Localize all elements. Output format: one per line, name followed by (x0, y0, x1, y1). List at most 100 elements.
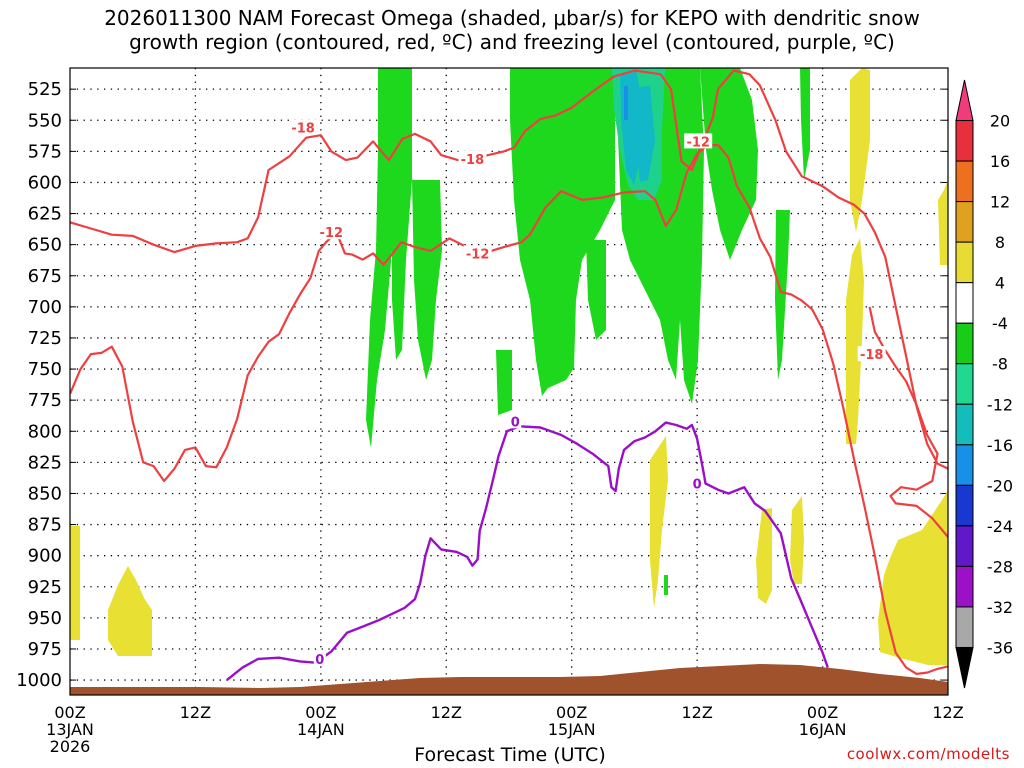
green-cell (510, 68, 615, 396)
y-tick-label: 750 (28, 359, 62, 380)
colorbar-label: -24 (987, 517, 1013, 536)
colorbar: 20 16 12 8 4 -4 -8 -12 -16 -20 -24 -28 -32 -36 (955, 79, 1013, 689)
y-tick-label: 1000 (16, 670, 62, 691)
x-tick-label: 2026 (50, 737, 91, 756)
green-cell (392, 68, 412, 360)
y-tick-label: 650 (28, 235, 62, 256)
omega-shading (70, 68, 948, 695)
x-tick-label: 13JAN (46, 720, 94, 739)
colorbar-swatch (955, 120, 974, 162)
contour-label-background (289, 119, 318, 135)
contour-label-background (313, 650, 326, 666)
chart-title-line1: 2026011300 NAM Forecast Omega (shaded, μ… (104, 6, 920, 30)
omega-green-region (366, 68, 810, 595)
freezing-level-contour-line (226, 421, 829, 682)
yellow-cell (756, 508, 772, 604)
contour-label: 0 (693, 478, 702, 493)
contour-label-background (684, 133, 713, 149)
y-tick-label: 625 (28, 204, 62, 225)
dendritic-contour-line (868, 306, 948, 538)
y-tick-label: 875 (28, 515, 62, 536)
colorbar-label: 20 (990, 112, 1010, 131)
contour-label-background (691, 475, 704, 491)
colorbar-label: 8 (995, 233, 1005, 252)
colorbar-swatch (955, 201, 974, 243)
green-cell (775, 210, 790, 380)
colorbar-label: -4 (992, 314, 1008, 333)
x-tick-label: 00Z (305, 703, 336, 722)
omega-yellow-region (70, 68, 948, 665)
colorbar-swatch (955, 322, 974, 365)
y-tick-label: 900 (28, 546, 62, 567)
yellow-cell (650, 436, 668, 608)
yellow-cell (938, 180, 948, 265)
colorbar-swatch (955, 241, 974, 284)
colorbar-swatch (955, 646, 974, 689)
x-tick-label: 00Z (556, 703, 587, 722)
colorbar-label: 16 (990, 152, 1010, 171)
colorbar-label: -20 (987, 476, 1013, 495)
y-tick-label: 825 (28, 452, 62, 473)
x-tick-label: 00Z (807, 703, 838, 722)
green-cell (800, 68, 810, 180)
colorbar-label: 4 (995, 274, 1005, 293)
contour-label: -12 (466, 247, 490, 262)
y-tick-label: 550 (28, 110, 62, 131)
y-tick-label: 800 (28, 421, 62, 442)
green-cell (366, 68, 392, 448)
colorbar-label: 12 (990, 193, 1010, 212)
y-tick-label: 975 (28, 639, 62, 660)
colorbar-label: -8 (992, 355, 1008, 374)
colorbar-swatch (955, 403, 974, 446)
yellow-cell (850, 68, 870, 232)
dendritic-contour-line (70, 69, 948, 470)
x-tick-label: 12Z (431, 703, 462, 722)
x-tick-label: 12Z (932, 703, 963, 722)
yellow-cell (790, 496, 804, 584)
y-tick-label: 950 (28, 608, 62, 629)
green-cell (664, 575, 668, 595)
y-tick-label: 725 (28, 328, 62, 349)
x-tick-label: 16JAN (799, 720, 847, 739)
omega-blue-region (624, 86, 628, 120)
x-tick-label: 12Z (180, 703, 211, 722)
contour-label-background (463, 245, 492, 261)
yellow-cell (108, 566, 152, 656)
green-cell (412, 180, 442, 380)
yellow-cell (70, 526, 80, 640)
green-cell (496, 350, 512, 415)
contour-label: 0 (315, 653, 324, 668)
cyan-cell (630, 85, 655, 182)
plot-frame (69, 67, 949, 696)
y-tick-label: 775 (28, 390, 62, 411)
yellow-cell (878, 490, 948, 665)
contour-label-background (509, 413, 522, 429)
y-tick-label: 850 (28, 483, 62, 504)
colorbar-swatch (955, 606, 974, 648)
colorbar-swatch (955, 444, 974, 486)
contour-label-background (857, 346, 886, 362)
x-axis-title: Forecast Time (UTC) (414, 744, 606, 766)
colorbar-swatch (955, 525, 974, 567)
contour-label-background (317, 224, 346, 240)
credit-text: coolwx.com/modelts (846, 745, 1010, 763)
yellow-cell (846, 238, 864, 444)
colorbar-swatch (955, 565, 974, 608)
green-cell (586, 240, 606, 340)
terrain (70, 664, 948, 695)
x-tick-label: 00Z (54, 703, 85, 722)
colorbar-label: -36 (987, 638, 1013, 657)
colorbar-label: -12 (987, 395, 1013, 414)
x-tick-label: 15JAN (548, 720, 596, 739)
contour-label: -18 (461, 153, 485, 168)
colorbar-label: -16 (987, 436, 1013, 455)
chart-title: 2026011300 NAM Forecast Omega (shaded, μ… (0, 6, 1024, 54)
contour-label: -18 (291, 122, 315, 137)
chart-title-line2: growth region (contoured, red, ºC) and f… (129, 30, 895, 54)
colorbar-swatch (955, 484, 974, 527)
x-tick-label: 12Z (681, 703, 712, 722)
y-tick-label: 525 (28, 79, 62, 100)
colorbar-label: -28 (987, 557, 1013, 576)
contour-label-background (458, 150, 487, 166)
